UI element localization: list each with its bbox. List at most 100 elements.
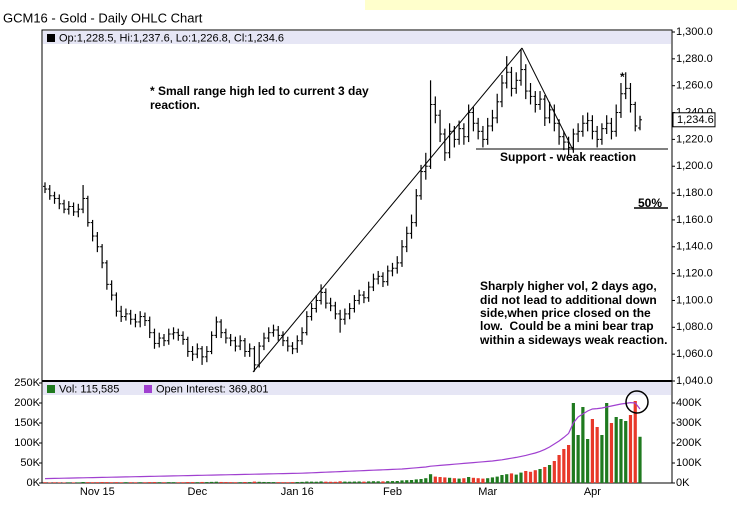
volume-bar <box>424 478 428 483</box>
volume-bar <box>67 482 71 483</box>
volume-bar <box>567 445 571 483</box>
volume-bar <box>48 482 52 483</box>
volume-bar <box>633 401 637 483</box>
x-tick-label: Jan 16 <box>281 486 314 498</box>
price-panel <box>41 29 673 382</box>
volume-bar <box>200 481 204 483</box>
y-tick-label: 1,300.0 <box>676 26 713 38</box>
volume-bar <box>195 482 199 483</box>
annotation: did not lead to additional down <box>480 293 657 307</box>
annotation: Sharply higher vol, 2 days ago, <box>480 279 657 293</box>
volume-bar <box>452 478 456 483</box>
y-tick-label: 1,280.0 <box>676 53 713 65</box>
volume-bar <box>533 470 537 483</box>
volume-bar <box>405 480 409 483</box>
annotation: reaction. <box>150 98 200 112</box>
legend-text: Op:1,228.5, Hi:1,237.6, Lo:1,226.8, Cl:1… <box>59 32 284 44</box>
volume-bar <box>176 482 180 483</box>
volume-bar <box>614 417 618 483</box>
annotation: side,when price closed on the <box>480 306 651 320</box>
volume-bar <box>100 482 104 483</box>
volume-bar <box>486 478 490 483</box>
y-tick-label: 0K <box>27 477 41 489</box>
volume-bar <box>333 481 337 483</box>
volume-bar <box>495 476 499 483</box>
volume-bar <box>619 419 623 483</box>
volume-bar <box>386 481 390 483</box>
volume-bar <box>352 481 356 483</box>
x-tick-label: Dec <box>188 486 208 498</box>
volume-bar <box>152 482 157 483</box>
volume-bar <box>186 482 190 483</box>
volume-bar <box>557 455 561 483</box>
volume-bar <box>381 481 385 483</box>
y-tick-label: 200K <box>676 437 702 449</box>
y-tick-label: 1,080.0 <box>676 321 713 333</box>
y-tick-label: 1,100.0 <box>676 294 713 306</box>
trend-line <box>521 47 574 151</box>
trend-line <box>252 47 523 373</box>
chart-title: GCM16 - Gold - Daily OHLC Chart <box>3 10 203 25</box>
volume-bar <box>324 481 328 483</box>
x-tick-label: Feb <box>383 486 402 498</box>
volume-bar <box>509 473 514 483</box>
x-tick-label: Nov 15 <box>80 486 115 498</box>
volume-bar <box>562 449 566 483</box>
volume-bar <box>271 482 276 483</box>
volume-bar <box>638 436 642 483</box>
annotation: * Small range high led to current 3 day <box>150 84 369 98</box>
volume-bar <box>243 482 247 483</box>
volume-bar <box>400 480 404 483</box>
volume-bar <box>462 478 466 483</box>
volume-bar <box>514 474 518 483</box>
volume-bar <box>162 482 166 483</box>
y-tick-label: 1,200.0 <box>676 160 713 172</box>
annotation: within a sideways weak reaction. <box>479 333 667 347</box>
volume-bar <box>362 481 366 483</box>
volume-bar <box>167 482 171 483</box>
volume-bar <box>281 482 285 483</box>
volume-bar <box>581 407 585 483</box>
volume-bar <box>43 482 47 483</box>
volume-bar <box>148 482 152 483</box>
y-tick-label: 1,220.0 <box>676 133 713 145</box>
volume-bar <box>628 415 633 483</box>
y-tick-label: 1,180.0 <box>676 187 713 199</box>
legend-text: Open Interest: 369,801 <box>156 383 269 395</box>
volume-bar <box>528 471 533 483</box>
volume-bar <box>110 482 114 483</box>
volume-bar <box>143 482 147 483</box>
volume-bar <box>214 481 218 483</box>
volume-bar <box>95 482 99 483</box>
volume-bar <box>476 478 480 483</box>
volume-bar <box>576 435 580 483</box>
volume-bar <box>605 403 609 483</box>
volume-bar <box>219 481 223 483</box>
volume-bar <box>124 482 128 483</box>
volume-bar <box>505 474 509 483</box>
volume-bar <box>538 469 542 483</box>
volume-bar <box>595 427 599 483</box>
volume-bar <box>329 481 333 483</box>
volume-bar <box>338 481 342 483</box>
volume-bar <box>409 480 414 483</box>
y-tick-label: 1,040.0 <box>676 375 713 387</box>
volume-bar <box>205 482 209 483</box>
y-tick-label: 150K <box>14 417 40 429</box>
volume-bar <box>133 482 138 483</box>
y-tick-label: 1,260.0 <box>676 80 713 92</box>
volume-bar <box>481 478 485 483</box>
volume-bar <box>552 461 556 483</box>
volume-bar <box>367 481 371 483</box>
volume-bar <box>519 472 523 483</box>
volume-bar <box>348 481 352 483</box>
volume-bar <box>252 481 257 483</box>
y-tick-label: 250K <box>14 377 40 389</box>
y-tick-label: 200K <box>14 397 40 409</box>
volume-bar <box>238 482 242 483</box>
volume-bar <box>343 481 347 483</box>
volume-bar <box>267 482 271 483</box>
volume-bar <box>428 474 433 483</box>
